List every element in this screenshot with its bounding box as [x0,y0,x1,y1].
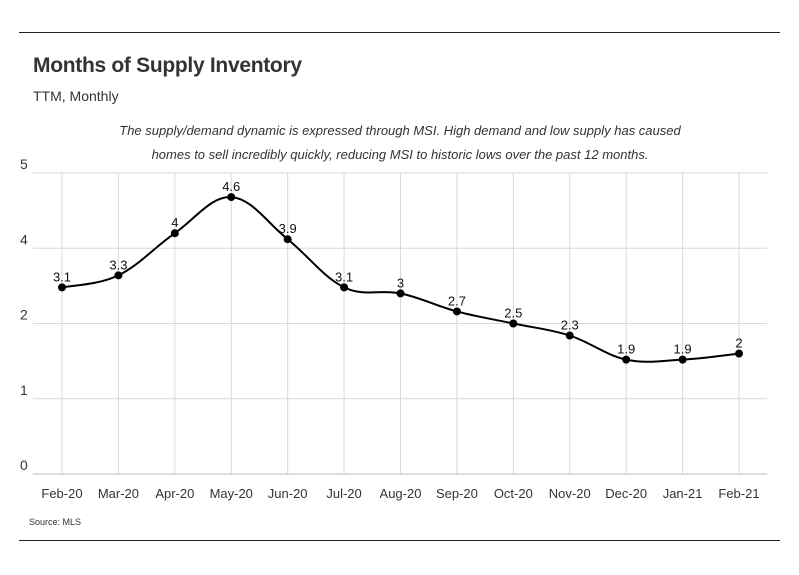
y-tick-label: 2 [20,307,28,323]
data-label: 3.1 [53,269,71,284]
x-tick-label: Nov-20 [549,486,591,501]
data-label: 4.6 [222,179,240,194]
x-tick-label: Jul-20 [326,486,361,501]
data-point [283,235,292,244]
data-label: 1.9 [674,342,692,357]
data-label: 2.7 [448,293,466,308]
data-point [565,331,574,340]
x-tick-label: Sep-20 [436,486,478,501]
bottom-rule [19,540,780,541]
data-point [735,349,743,358]
y-tick-label: 5 [20,156,28,172]
chart-annotation: The supply/demand dynamic is expressed t… [110,119,690,167]
source-note: Source: MLS [29,517,82,527]
x-tick-label: Jan-21 [663,486,703,501]
y-tick-label: 1 [20,382,28,398]
x-tick-label: Mar-20 [98,486,139,501]
y-tick-label: 4 [20,231,28,247]
x-tick-label: May-20 [210,486,253,501]
x-tick-label: Dec-20 [605,486,647,501]
annotation-line-1: The supply/demand dynamic is expressed t… [119,123,681,138]
data-point [622,355,631,364]
annotation-line-2: homes to sell incredibly quickly, reduci… [151,147,649,162]
data-label: 3.9 [279,221,297,236]
x-tick-label: Aug-20 [380,486,422,501]
x-tick-label: Jun-20 [268,486,308,501]
data-label: 4 [171,215,178,230]
data-point [340,283,349,292]
data-point [396,289,405,298]
data-label: 2 [735,336,742,351]
data-point [452,307,461,316]
data-label: 1.9 [617,342,635,357]
data-label: 2.5 [504,306,522,321]
x-tick-label: Feb-20 [41,486,82,501]
data-label: 3.3 [109,257,127,272]
data-label: 3.1 [335,269,353,284]
data-point [678,355,687,364]
chart-title: Months of Supply Inventory [33,54,302,77]
data-point [58,283,66,292]
chart-subtitle: TTM, Monthly [33,88,119,104]
x-tick-label: Apr-20 [155,486,194,501]
data-point [227,193,236,202]
x-tick-label: Oct-20 [494,486,533,501]
data-point [170,229,179,238]
data-point [114,271,123,280]
data-point [509,319,518,328]
data-label: 3 [397,275,404,290]
y-tick-label: 0 [20,457,28,473]
x-tick-label: Feb-21 [718,486,759,501]
top-rule [19,32,780,33]
data-label: 2.3 [561,318,579,333]
